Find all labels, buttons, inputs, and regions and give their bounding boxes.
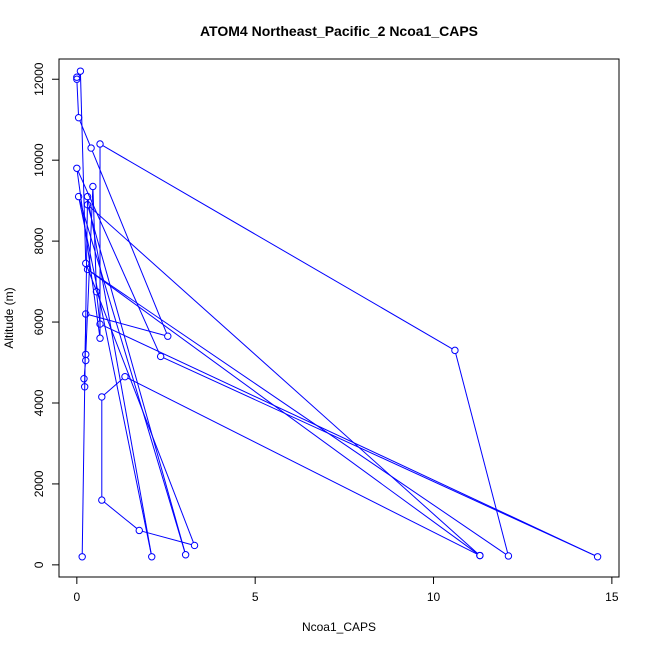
data-point bbox=[504, 552, 513, 560]
data-point bbox=[96, 140, 104, 148]
series-segment bbox=[96, 294, 101, 321]
y-axis-label: Altitude (m) bbox=[2, 287, 16, 348]
data-point bbox=[135, 526, 143, 535]
y-tick-label: 10000 bbox=[32, 143, 46, 177]
data-point bbox=[83, 192, 92, 201]
data-point bbox=[89, 182, 97, 191]
data-point bbox=[593, 553, 602, 561]
data-point bbox=[156, 352, 165, 361]
series-segment bbox=[88, 314, 165, 336]
data-point bbox=[73, 75, 81, 83]
y-tick-label: 6000 bbox=[32, 308, 46, 335]
series-segment bbox=[79, 74, 87, 261]
data-point bbox=[82, 356, 90, 365]
data-point bbox=[83, 200, 92, 209]
data-point bbox=[98, 393, 106, 401]
data-point bbox=[476, 551, 484, 560]
series-segment bbox=[91, 150, 168, 334]
chart-title: ATOM4 Northeast_Pacific_2 Ncoa1_CAPS bbox=[200, 23, 478, 39]
series-segment bbox=[103, 378, 123, 396]
data-point bbox=[74, 192, 83, 201]
data-point bbox=[98, 496, 106, 504]
data-point bbox=[96, 320, 104, 328]
data-point bbox=[96, 334, 104, 342]
series-segment bbox=[455, 353, 509, 553]
data-point bbox=[190, 541, 199, 550]
series-segment bbox=[142, 530, 192, 546]
data-series bbox=[73, 67, 602, 561]
series-segment bbox=[86, 266, 194, 543]
series-segment bbox=[78, 199, 152, 554]
y-tick-label: 2000 bbox=[32, 470, 46, 497]
data-point bbox=[73, 73, 81, 81]
data-point bbox=[451, 346, 459, 355]
data-point bbox=[148, 553, 156, 561]
series-segment bbox=[76, 171, 101, 336]
x-tick-label: 10 bbox=[427, 590, 441, 604]
y-tick-label: 12000 bbox=[32, 62, 46, 96]
data-point bbox=[87, 144, 95, 152]
series-segment bbox=[163, 357, 595, 556]
data-point bbox=[181, 551, 190, 559]
series-segment bbox=[102, 145, 453, 350]
data-point bbox=[164, 332, 172, 340]
x-axis-label: Ncoa1_CAPS bbox=[302, 620, 376, 634]
y-tick-label: 4000 bbox=[32, 389, 46, 416]
data-point bbox=[121, 372, 129, 381]
data-point bbox=[82, 310, 90, 318]
series-segment bbox=[79, 199, 186, 552]
series-segment bbox=[76, 82, 79, 115]
series-segment bbox=[79, 120, 91, 146]
series-segment bbox=[127, 377, 478, 555]
data-point bbox=[76, 67, 85, 75]
series-segment bbox=[92, 189, 97, 289]
series-segment bbox=[87, 207, 186, 552]
series-segment bbox=[85, 189, 94, 352]
series-segment bbox=[87, 199, 152, 554]
data-point bbox=[80, 375, 88, 383]
data-point bbox=[73, 164, 81, 172]
series-segment bbox=[89, 270, 507, 555]
y-tick-label: 0 bbox=[32, 561, 46, 568]
data-point bbox=[80, 383, 89, 391]
x-tick-label: 0 bbox=[73, 590, 80, 604]
series-segment bbox=[84, 317, 87, 384]
series-segment bbox=[102, 324, 595, 556]
series-segment bbox=[103, 501, 138, 529]
series-segment bbox=[77, 170, 160, 354]
y-axis: 0 2000 4000 6000 8000 10000 12000 bbox=[32, 62, 60, 568]
data-point bbox=[82, 350, 90, 359]
x-axis: 0 5 10 15 bbox=[73, 576, 619, 604]
series-segment bbox=[89, 206, 478, 554]
data-point bbox=[74, 113, 83, 122]
x-tick-label: 15 bbox=[605, 590, 619, 604]
y-tick-label: 8000 bbox=[32, 227, 46, 254]
data-point bbox=[78, 553, 86, 561]
data-point bbox=[92, 287, 101, 296]
x-tick-label: 5 bbox=[252, 590, 259, 604]
data-point bbox=[82, 259, 90, 268]
